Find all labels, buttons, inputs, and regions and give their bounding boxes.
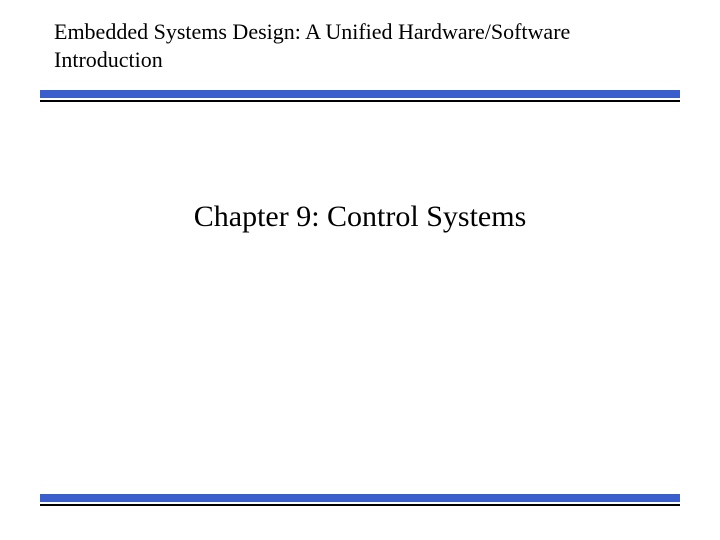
slide: Embedded Systems Design: A Unified Hardw… <box>0 0 720 540</box>
top-divider-blue <box>40 90 680 98</box>
chapter-title: Chapter 9: Control Systems <box>0 200 720 234</box>
bottom-divider-blue <box>40 494 680 502</box>
book-title: Embedded Systems Design: A Unified Hardw… <box>54 18 644 73</box>
bottom-divider-black <box>40 504 680 506</box>
top-divider-black <box>40 100 680 102</box>
top-divider <box>40 90 680 102</box>
bottom-divider <box>40 494 680 506</box>
